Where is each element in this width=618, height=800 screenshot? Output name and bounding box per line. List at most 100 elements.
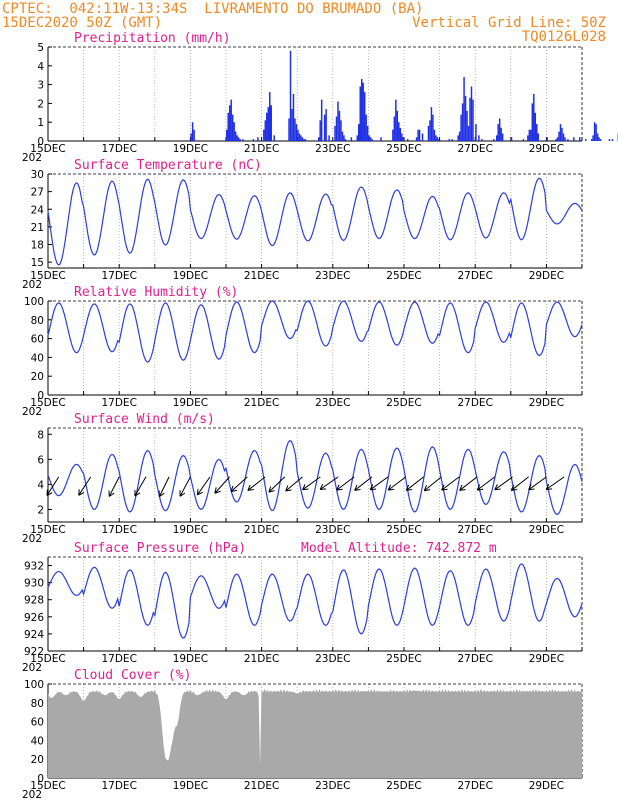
wind-vector-head <box>158 490 165 498</box>
precip-bar <box>534 112 537 141</box>
y-tick-label: 3 <box>37 80 44 92</box>
precip-bar <box>341 131 344 141</box>
wind-vector <box>319 476 339 490</box>
precip-bar <box>510 137 513 141</box>
wind-vector <box>354 476 373 491</box>
y-tick-label: 100 <box>24 679 44 691</box>
precip-bar <box>252 139 255 141</box>
precip-bar <box>303 139 305 141</box>
precip-bar <box>598 137 600 141</box>
precip-bar <box>401 133 403 141</box>
precip-bar <box>231 114 234 141</box>
precip-bar <box>593 122 596 141</box>
x-tick-label: 19DEC <box>173 780 208 792</box>
precip-bar <box>340 120 342 141</box>
wind-vector <box>108 476 120 497</box>
precip-bar <box>475 124 477 141</box>
x-tick-label: 21DEC <box>244 270 279 282</box>
precip-bar <box>536 124 538 141</box>
x-tick-label: 15DEC <box>30 143 65 155</box>
precip-bar <box>501 133 504 141</box>
header-station-line: CPTEC: 042:11W-13:34S LIVRAMENTO DO BRUM… <box>2 1 424 17</box>
precip-bar <box>337 101 339 141</box>
x-tick-label: 19DEC <box>173 524 208 536</box>
panel-title: Surface Wind (m/s) <box>74 412 215 427</box>
wind-vector-head <box>196 488 203 496</box>
precip-bar <box>264 120 267 141</box>
x-tick-label: 23DEC <box>315 524 350 536</box>
precip-bar <box>393 116 396 141</box>
precip-bar <box>573 137 575 141</box>
precip-bar <box>564 137 566 141</box>
y-tick-label: 926 <box>24 612 44 624</box>
y-tick-label: 5 <box>37 42 44 54</box>
wind-vector <box>405 476 424 491</box>
y-tick-label: 922 <box>24 646 44 658</box>
wind-vector-head <box>336 484 343 491</box>
x-year-label: 202 <box>22 152 42 164</box>
wind-vector-head <box>134 489 141 497</box>
precip-bar <box>531 103 534 141</box>
x-tick-label: 15DEC <box>30 270 65 282</box>
wind-vector-head <box>405 484 413 491</box>
precip-bar <box>380 137 382 141</box>
y-tick-label: 21 <box>31 222 44 234</box>
x-tick-label: 23DEC <box>315 143 350 155</box>
x-tick-label: 21DEC <box>244 524 279 536</box>
x-tick-label: 15DEC <box>30 653 65 665</box>
y-tick-label: 18 <box>31 240 44 252</box>
precip-bar <box>558 131 560 141</box>
wind-vector <box>196 476 211 496</box>
precip-bar <box>527 135 529 141</box>
precip-bar <box>458 131 461 141</box>
x-tick-label: 17DEC <box>101 397 136 409</box>
precip-bar <box>292 94 295 141</box>
precip-bar <box>242 139 244 141</box>
x-tick-label: 17DEC <box>101 143 136 155</box>
precip-bar <box>270 105 272 141</box>
x-tick-label: 21DEC <box>244 143 279 155</box>
x-tick-label: 25DEC <box>386 143 421 155</box>
precip-bar <box>590 139 593 141</box>
wind-vector <box>387 476 407 491</box>
precip-bar <box>343 135 345 141</box>
wind-vector <box>476 476 496 491</box>
precip-bar <box>495 135 498 141</box>
precip-bar <box>301 137 304 141</box>
wind-vector-head <box>354 484 361 491</box>
precip-bar <box>467 125 470 141</box>
x-tick-label: 17DEC <box>101 653 136 665</box>
wind-vector <box>46 476 60 496</box>
precip-bar <box>399 127 402 141</box>
precip-bar <box>398 122 400 141</box>
x-tick-label: 15DEC <box>30 397 65 409</box>
precip-bar <box>273 135 275 141</box>
precip-bar <box>334 125 336 141</box>
panel-title: Surface Pressure (hPa) <box>74 541 246 556</box>
precip-bar <box>356 135 359 141</box>
wind-series-line <box>47 439 583 516</box>
wind-vector-head <box>545 483 553 490</box>
precip-bar <box>320 99 323 141</box>
precip-bar <box>317 137 320 141</box>
x-tick-label: 25DEC <box>386 780 421 792</box>
x-tick-label: 25DEC <box>386 397 421 409</box>
precip-bar <box>522 139 525 141</box>
precip-bar <box>230 99 232 141</box>
wind-vector <box>336 476 355 491</box>
precip-bar <box>362 82 364 141</box>
wind-vector-head <box>476 484 484 491</box>
precip-bar <box>584 139 587 141</box>
precip-bar <box>319 120 321 141</box>
x-tick-label: 19DEC <box>173 653 208 665</box>
precip-bar <box>478 135 480 141</box>
y-tick-label: 0 <box>37 390 44 402</box>
precip-bar <box>298 133 301 141</box>
x-tick-label: 23DEC <box>315 270 350 282</box>
precip-bar <box>421 133 424 141</box>
precip-bar <box>300 135 302 141</box>
wind-vector <box>78 476 92 496</box>
wind-vector <box>158 476 170 497</box>
wind-vector <box>510 476 529 491</box>
y-tick-label: 930 <box>24 578 44 590</box>
